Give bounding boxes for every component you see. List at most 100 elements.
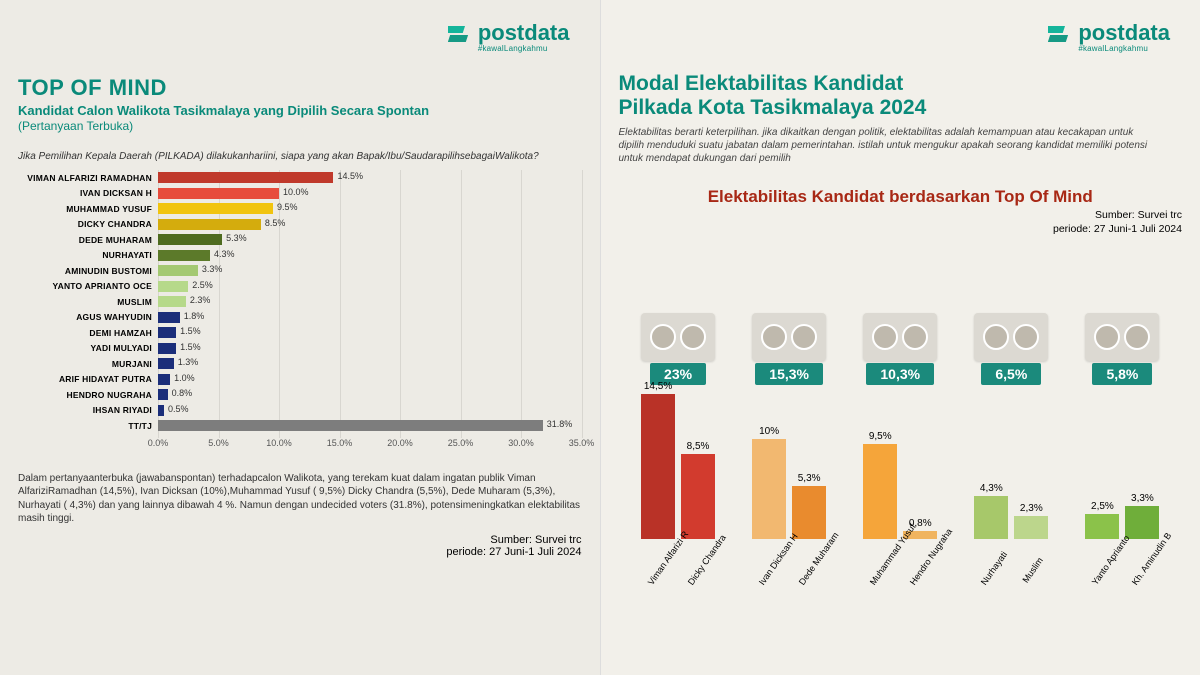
bar-pair: 9,5%0,8% (863, 389, 937, 539)
hbar-bar (158, 250, 210, 261)
hbar-tick: 5.0% (208, 438, 229, 448)
hbar-bar (158, 188, 279, 199)
candidate-photo-icon (863, 313, 937, 361)
hbar-row: AMINUDIN BUSTOMI 3.3% (18, 263, 582, 279)
candidate-names: Viman Alfarizi RDicky Chandra (641, 543, 715, 553)
hbar-label: DICKY CHANDRA (18, 219, 158, 229)
hbar-label: IVAN DICKSAN H (18, 188, 158, 198)
hbar-bar (158, 389, 168, 400)
candidate-group: 6,5%4,3%2,3%NurhayatiMuslim (959, 313, 1063, 553)
right-header: Modal Elektabilitas Kandidat Pilkada Kot… (619, 72, 1183, 165)
bar-wrap: 4,3% (974, 483, 1008, 539)
hbar-bar (158, 374, 170, 385)
hbar-track: 9.5% (158, 203, 582, 214)
hbar-label: AGUS WAHYUDIN (18, 312, 158, 322)
hbar-bar (158, 327, 176, 338)
hbar-tick: 30.0% (508, 438, 534, 448)
hbar-label: MUHAMMAD YUSUF (18, 204, 158, 214)
hbar-value: 4.3% (214, 249, 235, 259)
bar-pair: 14,5%8,5% (641, 389, 715, 539)
hbar-value: 0.5% (168, 404, 189, 414)
hbar-bar (158, 358, 174, 369)
candidate-photo-icon (641, 313, 715, 361)
right-panel: postdata #kawalLangkahmu Modal Elektabil… (601, 0, 1200, 675)
logo-right: postdata #kawalLangkahmu (1048, 20, 1170, 53)
right-period-label: periode: 27 Juni-1 Juli 2024 (619, 223, 1183, 237)
right-source: Sumber: Survei trc periode: 27 Juni-1 Ju… (619, 209, 1183, 236)
survey-question: Jika Pemilihan Kepala Daerah (PILKADA) d… (18, 151, 582, 162)
candidate-name: Yanto Aprianto (1090, 553, 1118, 587)
logo-mark-icon (448, 23, 474, 51)
hbar-bar (158, 343, 176, 354)
hbar-value: 31.8% (547, 419, 573, 429)
bar-value-label: 4,3% (980, 483, 1003, 494)
logo-mark-icon (1048, 23, 1074, 51)
hbar-tick: 25.0% (448, 438, 474, 448)
left-subtitle-2: (Pertanyaan Terbuka) (18, 119, 582, 133)
hbar-value: 3.3% (202, 264, 223, 274)
bar-wrap: 3,3% (1125, 493, 1159, 539)
hbar-row: TT/TJ 31.8% (18, 418, 582, 434)
electability-chart: 23%14,5%8,5%Viman Alfarizi RDicky Chandr… (619, 243, 1183, 553)
hbar-row: YANTO APRIANTO OCE2.5% (18, 279, 582, 295)
candidate-photo-icon (1085, 313, 1159, 361)
candidate-photo-icon (752, 313, 826, 361)
left-period-label: periode: 27 Juni-1 Juli 2024 (18, 546, 582, 558)
logo-tagline: #kawalLangkahmu (478, 44, 570, 53)
candidate-name: Dede Muharam (797, 553, 825, 587)
candidate-names: Muhammad YusufHendro Nugraha (863, 543, 937, 553)
hbar-label: MUSLIM (18, 297, 158, 307)
hbar-track: 2.3% (158, 296, 582, 307)
hbar-track: 0.8% (158, 389, 582, 400)
hbar-row: ARIF HIDAYAT PUTRA1.0% (18, 372, 582, 388)
hbar-tick: 15.0% (327, 438, 353, 448)
left-footer-text: Dalam pertanyaanterbuka (jawabanspontan)… (18, 472, 582, 526)
candidate-group: 23%14,5%8,5%Viman Alfarizi RDicky Chandr… (626, 313, 730, 553)
hbar-label: TT/TJ (18, 421, 158, 431)
hbar-value: 0.8% (172, 388, 193, 398)
hbar-row: AGUS WAHYUDIN1.8% (18, 310, 582, 326)
bar-value-label: 14,5% (644, 381, 672, 392)
hbar-value: 2.3% (190, 295, 211, 305)
bar-pair: 10%5,3% (752, 389, 826, 539)
hbar-label: ARIF HIDAYAT PUTRA (18, 374, 158, 384)
bar (1125, 506, 1159, 539)
bar-pair: 4,3%2,3% (974, 389, 1048, 539)
hbar-value: 5.3% (226, 233, 247, 243)
bar-value-label: 10% (759, 426, 779, 437)
hbar-label: DEMI HAMZAH (18, 328, 158, 338)
bar-value-label: 8,5% (687, 441, 710, 452)
right-source-label: Sumber: Survei trc (619, 209, 1183, 223)
bar-wrap: 2,5% (1085, 501, 1119, 539)
hbar-track: 1.5% (158, 343, 582, 354)
top-of-mind-chart: VIMAN ALFARIZI RAMADHAN14.5%IVAN DICKSAN… (18, 170, 582, 458)
hbar-row: MUHAMMAD YUSUF 9.5% (18, 201, 582, 217)
hbar-label: DEDE MUHARAM (18, 235, 158, 245)
candidate-name: Nurhayati (979, 553, 1007, 587)
hbar-row: IVAN DICKSAN H10.0% (18, 186, 582, 202)
electability-chart-title: Elektabilitas Kandidat berdasarkan Top O… (619, 187, 1183, 207)
logo-text: postdata (478, 20, 570, 45)
hbar-label: AMINUDIN BUSTOMI (18, 266, 158, 276)
hbar-row: DEDE MUHARAM 5.3% (18, 232, 582, 248)
logo-tagline: #kawalLangkahmu (1078, 44, 1170, 53)
hbar-bar (158, 265, 198, 276)
bar (974, 496, 1008, 539)
left-subtitle: Kandidat Calon Walikota Tasikmalaya yang… (18, 103, 582, 118)
candidate-name: Ivan Dicksan H (757, 553, 785, 587)
hbar-row: DICKY CHANDRA8.5% (18, 217, 582, 233)
bar-wrap: 8,5% (681, 441, 715, 539)
logo-text: postdata (1078, 20, 1170, 45)
hbar-bar (158, 234, 222, 245)
hbar-label: VIMAN ALFARIZI RAMADHAN (18, 173, 158, 183)
right-description: Elektabilitas berarti keterpilihan. jika… (619, 126, 1159, 165)
hbar-row: HENDRO NUGRAHA0.8% (18, 387, 582, 403)
hbar-track: 3.3% (158, 265, 582, 276)
hbar-value: 9.5% (277, 202, 298, 212)
hbar-label: YANTO APRIANTO OCE (18, 281, 158, 291)
combined-percentage: 6,5% (981, 363, 1041, 385)
hbar-track: 5.3% (158, 234, 582, 245)
bar (752, 439, 786, 539)
bar (1085, 514, 1119, 539)
candidate-name: Dicky Chandra (686, 553, 714, 587)
